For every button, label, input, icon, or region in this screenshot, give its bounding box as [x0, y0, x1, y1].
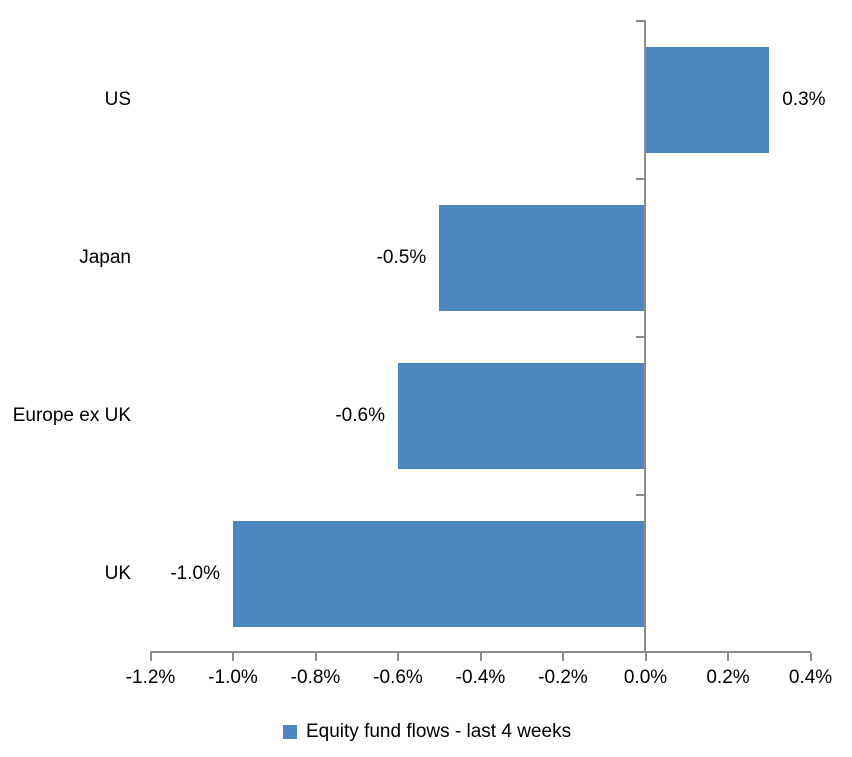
legend: Equity fund flows - last 4 weeks [283, 720, 571, 743]
x-tick-mark [397, 653, 399, 661]
x-tick-label: -0.4% [455, 667, 506, 688]
x-tick-mark [644, 653, 647, 661]
legend-color-swatch [283, 724, 297, 739]
x-tick-mark [562, 653, 564, 661]
x-tick-mark [314, 653, 317, 661]
x-tick-label: -0.8% [290, 667, 341, 688]
zero-baseline-axis [644, 20, 646, 653]
category-label-us: US [104, 89, 131, 110]
value-label-uk: -1.0% [170, 563, 220, 584]
x-tick-mark [149, 653, 152, 661]
bar-us [645, 47, 770, 153]
category-axis-tick [636, 20, 645, 22]
category-label-europe-ex-uk: Europe ex UK [12, 405, 131, 426]
x-tick-label: -1.2% [125, 667, 176, 688]
x-tick-label: 0.4% [788, 667, 833, 688]
x-tick-label: 0.2% [706, 667, 750, 688]
x-tick-mark [809, 653, 812, 661]
x-tick-label: 0.0% [623, 667, 668, 688]
value-label-europe-ex-uk: -0.6% [335, 405, 385, 426]
category-label-uk: UK [104, 563, 131, 584]
category-axis-tick [636, 494, 645, 496]
value-label-us: 0.3% [782, 89, 826, 110]
bar-uk [233, 521, 646, 627]
x-tick-mark [232, 653, 234, 661]
bar-europe-ex-uk [398, 363, 646, 469]
x-tick-mark [479, 653, 482, 661]
x-tick-label: -1.0% [208, 667, 258, 688]
value-label-japan: -0.5% [376, 247, 427, 268]
category-axis-tick [636, 178, 645, 180]
legend-label: Equity fund flows - last 4 weeks [306, 721, 572, 742]
category-axis-tick [636, 336, 645, 338]
x-tick-mark [727, 653, 729, 661]
category-label-japan: Japan [79, 247, 131, 268]
bar-japan [439, 205, 646, 311]
x-axis-line [150, 651, 811, 653]
x-tick-label: -0.6% [373, 667, 423, 688]
x-tick-label: -0.2% [538, 667, 588, 688]
